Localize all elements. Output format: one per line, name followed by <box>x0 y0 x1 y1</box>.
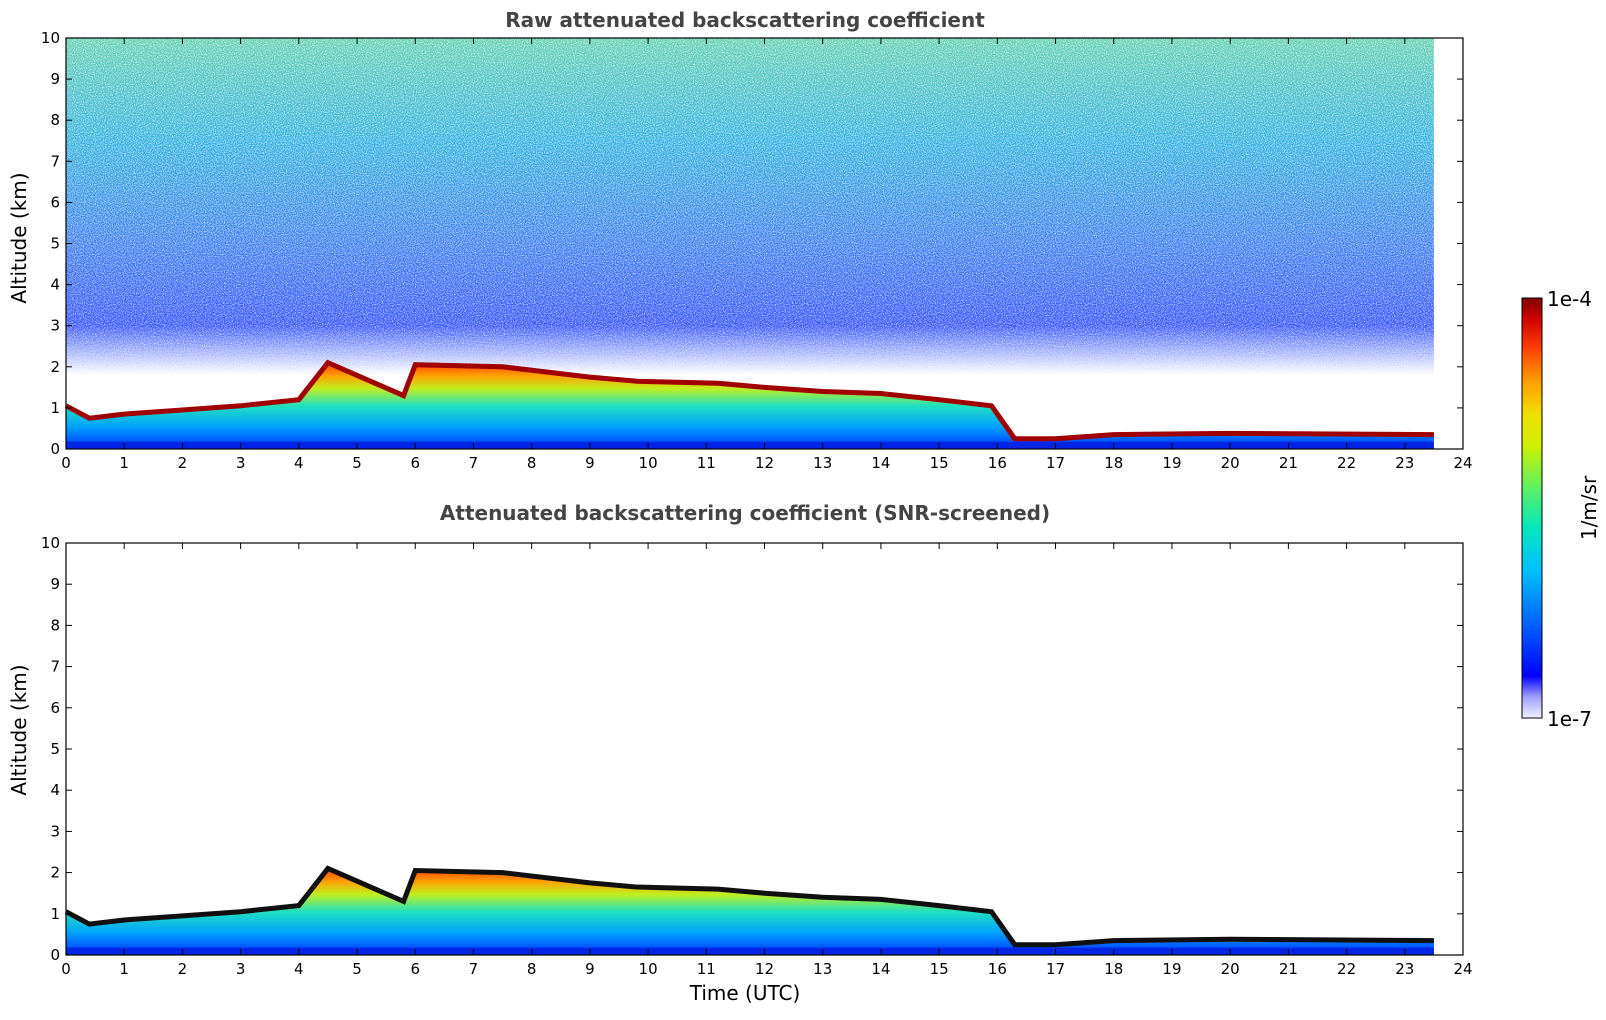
y-tick-label: 7 <box>50 658 60 676</box>
x-tick-label: 19 <box>1162 454 1181 472</box>
x-tick-label: 10 <box>639 960 658 978</box>
y-tick-label: 5 <box>50 740 60 758</box>
x-tick-label: 12 <box>755 960 774 978</box>
x-tick-label: 17 <box>1046 454 1065 472</box>
y-axis-label: Altitude (km) <box>7 664 31 795</box>
y-tick-label: 0 <box>50 946 60 964</box>
x-tick-label: 3 <box>236 960 246 978</box>
x-tick-label: 0 <box>61 454 71 472</box>
axes: 0 1 2 3 4 5 6 7 8 9 10 11 12 13 14 15 16 17 18 19 20 21 22 23 24… <box>41 29 1473 472</box>
y-tick-label: 2 <box>50 864 60 882</box>
x-tick-label: 0 <box>61 960 71 978</box>
x-tick-label: 5 <box>352 454 362 472</box>
x-tick-label: 7 <box>469 454 479 472</box>
y-tick-label: 6 <box>50 193 60 211</box>
x-tick-label: 5 <box>352 960 362 978</box>
x-tick-label: 14 <box>871 960 890 978</box>
axes: 0 1 2 3 4 5 6 7 8 9 10 11 12 13 14 15 16 17 18 19 20 21 22 23 24… <box>41 534 1473 978</box>
x-tick-label: 13 <box>813 454 832 472</box>
noise-speckle <box>66 38 1434 449</box>
x-tick-label: 12 <box>755 454 774 472</box>
x-tick-label: 3 <box>236 454 246 472</box>
plot-area <box>64 543 1463 955</box>
surface-layer <box>66 441 1434 449</box>
x-tick-label: 21 <box>1279 960 1298 978</box>
x-tick-label: 22 <box>1337 960 1356 978</box>
y-tick-label: 6 <box>50 699 60 717</box>
x-tick-label: 8 <box>527 960 537 978</box>
y-tick-label: 9 <box>50 70 60 88</box>
x-tick-label: 10 <box>639 454 658 472</box>
x-tick-label: 9 <box>585 960 595 978</box>
x-tick-label: 6 <box>410 960 420 978</box>
x-tick-label: 11 <box>697 454 716 472</box>
x-tick-label: 9 <box>585 454 595 472</box>
panel-title: Attenuated backscattering coefficient (S… <box>440 501 1050 525</box>
x-tick-label: 24 <box>1453 454 1472 472</box>
y-tick-label: 10 <box>41 534 60 552</box>
x-tick-label: 15 <box>930 960 949 978</box>
y-tick-label: 4 <box>50 276 60 294</box>
x-tick-label: 6 <box>410 454 420 472</box>
y-tick-label: 8 <box>50 616 60 634</box>
x-tick-label: 4 <box>294 960 304 978</box>
x-tick-label: 15 <box>930 454 949 472</box>
plot-area <box>64 38 1463 449</box>
y-tick-label: 3 <box>50 822 60 840</box>
x-tick-label: 23 <box>1395 454 1414 472</box>
x-tick-label: 17 <box>1046 960 1065 978</box>
y-tick-label: 10 <box>41 29 60 47</box>
x-tick-label: 18 <box>1104 454 1123 472</box>
y-axis-label: Altitude (km) <box>7 172 31 303</box>
cloud-top-line <box>64 865 1434 948</box>
x-tick-label: 7 <box>469 960 479 978</box>
colorbar-unit-label: 1/m/sr <box>1577 475 1601 540</box>
y-tick-label: 1 <box>50 905 60 923</box>
snr-screened-panel: Attenuated backscattering coefficient (S… <box>7 501 1473 1005</box>
raw-backscatter-panel: Raw attenuated backscattering coefficien… <box>7 8 1473 472</box>
y-tick-label: 4 <box>50 781 60 799</box>
y-tick-label: 0 <box>50 440 60 458</box>
x-tick-label: 1 <box>119 454 129 472</box>
x-tick-label: 4 <box>294 454 304 472</box>
y-tick-label: 8 <box>50 111 60 129</box>
x-tick-label: 20 <box>1221 454 1240 472</box>
x-tick-label: 2 <box>178 454 188 472</box>
plot-background <box>66 543 1463 955</box>
surface-layer <box>66 947 1434 955</box>
x-tick-label: 23 <box>1395 960 1414 978</box>
panel-title: Raw attenuated backscattering coefficien… <box>505 8 985 32</box>
x-tick-label: 16 <box>988 960 1007 978</box>
colorbar: 1e-4 1e-7 1/m/sr <box>1521 287 1601 731</box>
cloud-top-line <box>64 359 1434 442</box>
x-tick-label: 19 <box>1162 960 1181 978</box>
x-tick-label: 13 <box>813 960 832 978</box>
x-tick-label: 21 <box>1279 454 1298 472</box>
x-tick-label: 14 <box>871 454 890 472</box>
y-tick-label: 5 <box>50 235 60 253</box>
y-tick-label: 9 <box>50 575 60 593</box>
x-axis-label: Time (UTC) <box>689 981 801 1005</box>
x-tick-label: 18 <box>1104 960 1123 978</box>
x-tick-label: 22 <box>1337 454 1356 472</box>
y-tick-label: 7 <box>50 152 60 170</box>
y-tick-label: 2 <box>50 358 60 376</box>
x-tick-label: 2 <box>178 960 188 978</box>
colorbar-max-label: 1e-4 <box>1547 287 1592 311</box>
y-tick-label: 3 <box>50 317 60 335</box>
colorbar-min-label: 1e-7 <box>1547 707 1592 731</box>
x-tick-label: 1 <box>119 960 129 978</box>
x-tick-label: 20 <box>1221 960 1240 978</box>
x-tick-label: 11 <box>697 960 716 978</box>
x-tick-label: 8 <box>527 454 537 472</box>
x-tick-label: 24 <box>1453 960 1472 978</box>
x-tick-label: 16 <box>988 454 1007 472</box>
colorbar-scale <box>1521 297 1543 719</box>
y-tick-label: 1 <box>50 399 60 417</box>
